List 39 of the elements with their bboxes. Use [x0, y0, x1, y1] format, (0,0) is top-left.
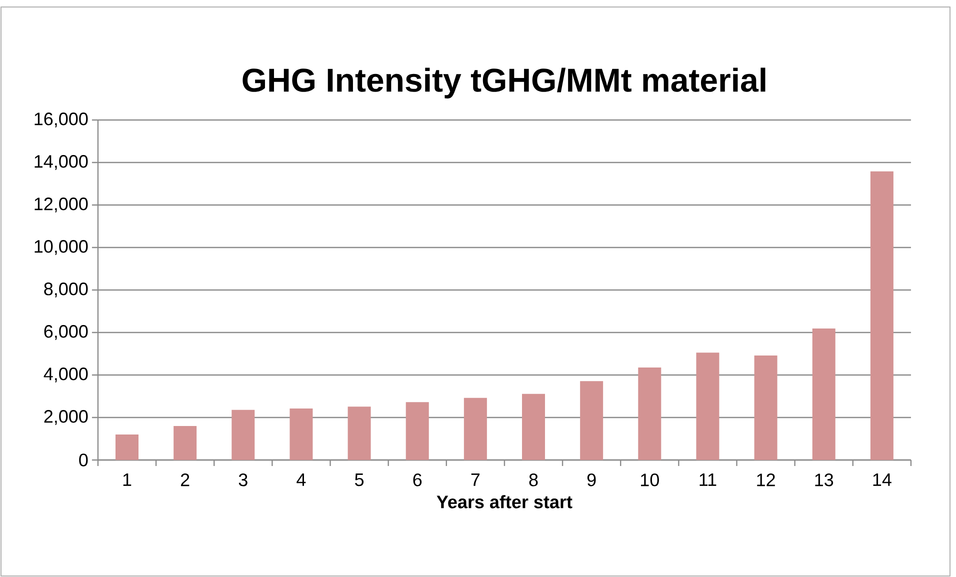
- bar: [464, 398, 487, 460]
- chart-title: GHG Intensity tGHG/MMt material: [242, 68, 766, 98]
- bar: [406, 402, 429, 460]
- bar: [348, 406, 371, 460]
- x-tick-label: 12: [757, 474, 775, 486]
- bar: [870, 171, 894, 460]
- x-tick-label: 1: [123, 474, 132, 486]
- bar: [812, 328, 836, 460]
- bar: [580, 381, 604, 460]
- bar: [290, 408, 313, 460]
- y-tick-label: 10,000: [34, 240, 88, 255]
- x-axis-title: Years after start: [436, 495, 572, 508]
- x-tick-label: 9: [587, 474, 596, 486]
- bar: [116, 434, 139, 460]
- y-tick-label: 0: [79, 454, 88, 466]
- x-tick-label: 5: [355, 474, 364, 486]
- x-tick-label: 14: [873, 474, 892, 486]
- bar: [638, 368, 662, 460]
- y-tick-label: 12,000: [34, 198, 88, 212]
- y-tick-label: 14,000: [34, 155, 88, 170]
- x-tick-label: 4: [296, 474, 306, 486]
- y-tick-label: 4,000: [44, 368, 88, 382]
- x-tick-label: 2: [180, 474, 190, 486]
- x-tick-label: 7: [471, 474, 480, 486]
- y-tick-label: 6,000: [44, 325, 88, 340]
- bar: [232, 410, 255, 460]
- x-tick-label: 3: [238, 474, 248, 486]
- y-tick-label: 16,000: [34, 112, 88, 128]
- x-tick-label: 13: [815, 474, 834, 486]
- x-tick-label: 8: [529, 474, 538, 486]
- x-tick-label: 6: [413, 474, 422, 486]
- bar: [754, 355, 778, 460]
- y-tick-label: 2,000: [44, 410, 88, 425]
- x-tick-label: 10: [641, 474, 659, 486]
- bar: [522, 394, 546, 460]
- bar: [696, 352, 720, 460]
- x-tick-label: 11: [700, 474, 716, 486]
- y-tick-label: 8,000: [44, 282, 88, 298]
- bar: [174, 426, 197, 460]
